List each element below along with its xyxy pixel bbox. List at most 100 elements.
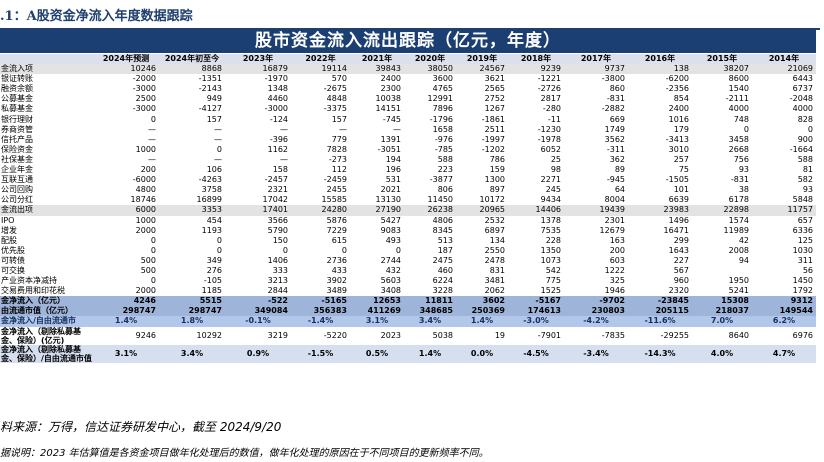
table-cell: 2532 bbox=[484, 215, 505, 225]
table-cell: 8004 bbox=[604, 195, 625, 205]
table-cell: 42 bbox=[738, 235, 749, 245]
table-cell: -311 bbox=[606, 144, 625, 154]
table-row: 私募基金 -3000 -4127 -3000 -3375 14151 7896 1267 -28… bbox=[0, 104, 816, 114]
table-row: IPO 1000 454 3566 5876 5427 4806 2532 1378 2301 14… bbox=[0, 216, 816, 226]
table-row: 金流入项 10246 8868 16879 19114 39843 38050 24567 92… bbox=[0, 64, 816, 75]
table-cell: -3800 bbox=[601, 74, 625, 84]
table-cell: 250369 bbox=[456, 306, 508, 317]
table-cell: 1162 bbox=[267, 144, 288, 154]
table-cell: 223 bbox=[437, 165, 453, 175]
table-cell: -23845 bbox=[628, 296, 692, 307]
table-cell: -0.1% bbox=[225, 316, 291, 327]
table-cell: 14406 bbox=[508, 205, 564, 216]
table-cell: 500 bbox=[140, 255, 156, 265]
table-cell: 17401 bbox=[225, 205, 291, 216]
table-cell: 779 bbox=[331, 134, 347, 144]
table-cell: 19439 bbox=[564, 205, 628, 216]
table-cell: 24567 bbox=[456, 64, 508, 75]
row-label: 公募基金 bbox=[1, 94, 33, 104]
table-cell: 81 bbox=[802, 165, 813, 175]
table-cell: 0 bbox=[282, 245, 288, 255]
table-cell: 13130 bbox=[375, 195, 401, 205]
fund-flow-table: 2024年预测 2024年初至今 2023年 2022年 2021年 2020年 2019年… bbox=[0, 54, 816, 363]
table-cell: 298747 bbox=[93, 306, 159, 317]
table-cell: 16879 bbox=[225, 64, 291, 75]
table-cell: 187 bbox=[437, 245, 453, 255]
table-cell: — bbox=[148, 154, 156, 164]
table-cell: 12653 bbox=[350, 296, 404, 307]
table-cell: 200 bbox=[140, 165, 156, 175]
table-cell: 3213 bbox=[267, 276, 288, 286]
row-label: 银证转账 bbox=[1, 74, 33, 84]
table-cell: 106 bbox=[206, 165, 222, 175]
table-cell: 1193 bbox=[201, 225, 222, 235]
header-year-cell: 2017年 bbox=[564, 54, 628, 65]
table-cell: -7901 bbox=[537, 331, 561, 341]
table-cell: 570 bbox=[331, 74, 347, 84]
table-cell: 0 bbox=[395, 245, 401, 255]
table-cell: 3602 bbox=[456, 296, 508, 307]
table-cell: 19 bbox=[494, 331, 505, 341]
table-cell: -5165 bbox=[291, 296, 350, 307]
table-cell: -1664 bbox=[789, 144, 813, 154]
row-label: 金净流入（亿元） bbox=[0, 296, 93, 307]
row-label: 由流通市值（亿元） bbox=[0, 306, 93, 317]
table-cell: -4.2% bbox=[564, 316, 628, 327]
table-cell: 348685 bbox=[404, 306, 456, 317]
table-cell: 38050 bbox=[404, 64, 456, 75]
table-cell: 8600 bbox=[728, 74, 749, 84]
table-cell: 245 bbox=[545, 185, 561, 195]
table-cell: 6000 bbox=[93, 205, 159, 216]
table-cell: -3.0% bbox=[508, 316, 564, 327]
row-label: 企业年金 bbox=[1, 165, 33, 175]
table-cell: -124 bbox=[269, 114, 288, 124]
table-cell: 2062 bbox=[484, 286, 505, 296]
table-cell: 2400 bbox=[380, 74, 401, 84]
table-cell: 6737 bbox=[792, 84, 813, 94]
table-cell: 205115 bbox=[628, 306, 692, 317]
table-cell: 19114 bbox=[291, 64, 350, 75]
table-cell: 3458 bbox=[728, 134, 749, 144]
table-cell: 1574 bbox=[728, 215, 749, 225]
table-cell: — bbox=[148, 124, 156, 134]
table-cell: 2550 bbox=[484, 245, 505, 255]
table-cell: 1016 bbox=[668, 114, 689, 124]
table-cell: 0 bbox=[150, 235, 156, 245]
table-row: 金净流入（剔除私募基金、保险）(亿元) 9246 10292 3219 -5220 202… bbox=[0, 327, 816, 345]
table-cell: 5603 bbox=[380, 276, 401, 286]
table-cell: -29255 bbox=[660, 331, 689, 341]
table-cell: 6976 bbox=[792, 331, 813, 341]
table-cell: -1351 bbox=[198, 74, 222, 84]
table-cell: 1267 bbox=[484, 104, 505, 114]
row-label: 金流入项 bbox=[0, 64, 93, 75]
row-label: 可交换 bbox=[1, 265, 25, 275]
table-cell: 4460 bbox=[267, 94, 288, 104]
data-source-note: 料来源：万得，信达证券研发中心，截至 2024/9/20 bbox=[0, 420, 282, 434]
row-label: 金净流入/自由流通市 bbox=[0, 316, 93, 327]
table-cell: 75 bbox=[678, 165, 689, 175]
row-label: 信托产品 bbox=[1, 134, 33, 144]
row-label: IPO bbox=[1, 215, 15, 225]
table-cell: -785 bbox=[434, 144, 453, 154]
header-year-cell: 2023年 bbox=[225, 54, 291, 65]
table-cell: 194 bbox=[385, 154, 401, 164]
table-cell: -9702 bbox=[564, 296, 628, 307]
table-cell: 6224 bbox=[432, 276, 453, 286]
table-cell: 0.0% bbox=[456, 344, 508, 363]
table-cell: — bbox=[339, 124, 347, 134]
row-label: 优先股 bbox=[1, 245, 25, 255]
table-cell: 9312 bbox=[752, 296, 816, 307]
table-cell: 669 bbox=[609, 114, 625, 124]
row-label: 银行理财 bbox=[1, 114, 33, 124]
table-cell: 657 bbox=[797, 215, 813, 225]
header-label-cell bbox=[0, 54, 93, 65]
table-cell: 5876 bbox=[326, 215, 347, 225]
table-row: 金流出项 6000 3353 17401 24280 27190 26238 20965 144… bbox=[0, 205, 816, 216]
table-cell: 23983 bbox=[628, 205, 692, 216]
table-cell: 2300 bbox=[380, 84, 401, 94]
table-cell: -3051 bbox=[377, 144, 401, 154]
table-cell: -3375 bbox=[323, 104, 347, 114]
table-cell: 39843 bbox=[350, 64, 404, 75]
table-cell: 5790 bbox=[267, 225, 288, 235]
table-cell: 6336 bbox=[792, 225, 813, 235]
